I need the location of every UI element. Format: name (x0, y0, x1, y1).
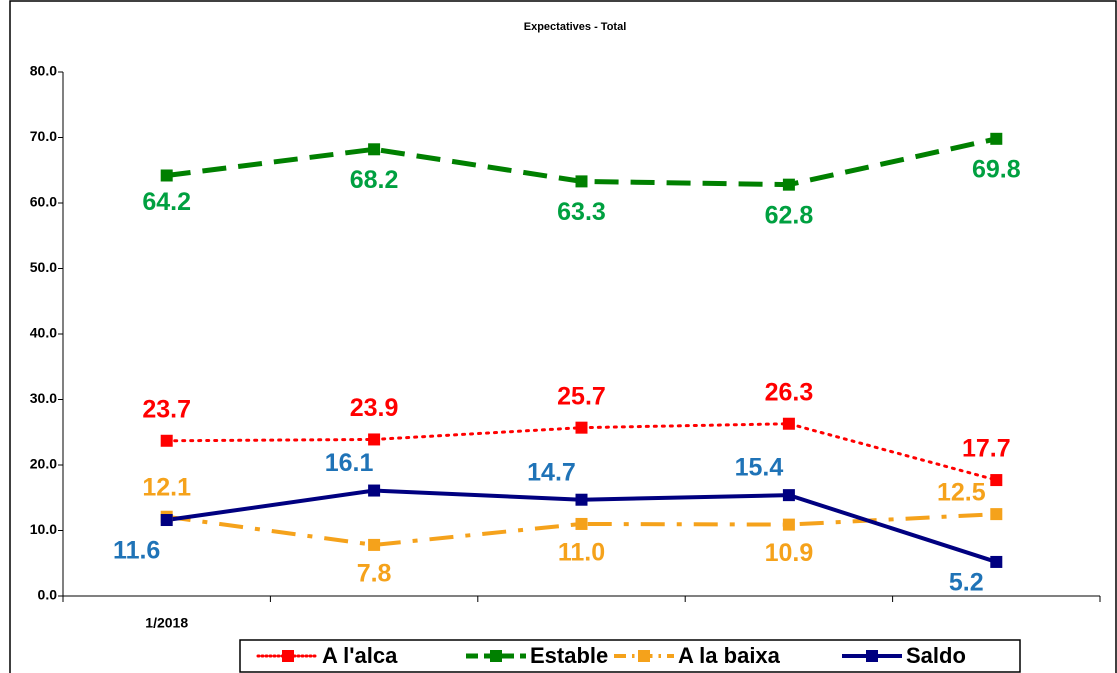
y-tick-label: 30.0 (30, 390, 57, 406)
y-tick-label: 70.0 (30, 128, 57, 144)
y-tick-label: 10.0 (30, 521, 57, 537)
marker (782, 489, 795, 502)
y-tick-label: 40.0 (30, 325, 57, 341)
chart-title: Expectatives - Total (524, 21, 627, 33)
marker (990, 508, 1003, 521)
data-label: 15.4 (735, 454, 784, 482)
series-line (166, 512, 997, 547)
data-label: 7.8 (357, 560, 392, 588)
data-label: 25.7 (557, 382, 606, 410)
legend-marker (490, 650, 502, 662)
marker (160, 514, 173, 527)
marker (990, 474, 1003, 487)
legend-marker (282, 650, 294, 662)
data-label: 12.1 (142, 473, 191, 501)
legend-label: A la baixa (678, 643, 781, 668)
marker (575, 421, 588, 434)
marker (575, 175, 588, 188)
data-label: 23.9 (350, 394, 399, 422)
data-label: 26.3 (765, 378, 814, 406)
legend-label: Estable (530, 643, 608, 668)
data-label: 64.2 (142, 188, 191, 216)
marker (575, 493, 588, 506)
legend-marker (866, 650, 878, 662)
data-label: 68.2 (350, 166, 399, 194)
legend-label: A l'alca (322, 643, 398, 668)
marker (368, 484, 381, 497)
marker (782, 518, 795, 531)
data-label: 69.8 (972, 155, 1021, 183)
y-tick-label: 60.0 (30, 194, 57, 210)
legend-label: Saldo (906, 643, 966, 668)
marker (782, 417, 795, 430)
chart-frame (9, 0, 1117, 673)
data-label: 23.7 (142, 395, 191, 423)
marker (160, 434, 173, 447)
y-tick-label: 20.0 (30, 456, 57, 472)
data-label: 14.7 (527, 458, 576, 486)
data-label: 62.8 (765, 201, 814, 229)
marker (368, 538, 381, 551)
marker (575, 517, 588, 530)
marker (990, 132, 1003, 145)
data-label: 63.3 (557, 198, 606, 226)
y-tick-label: 80.0 (30, 63, 57, 79)
data-label: 12.5 (937, 479, 986, 507)
marker (368, 433, 381, 446)
data-label: 16.1 (325, 449, 374, 477)
marker (160, 169, 173, 182)
legend-box (239, 639, 1021, 673)
data-label: 11.6 (113, 537, 160, 565)
y-tick-label: 0.0 (38, 587, 58, 603)
data-label: 5.2 (949, 569, 984, 597)
y-tick-label: 50.0 (30, 259, 57, 275)
data-label: 11.0 (558, 539, 605, 567)
marker (990, 555, 1003, 568)
x-tick-label: 1/2018 (145, 615, 188, 631)
data-label: 10.9 (765, 539, 814, 567)
legend-marker (638, 650, 650, 662)
data-label: 17.7 (962, 435, 1011, 463)
marker (368, 143, 381, 156)
marker (782, 178, 795, 191)
